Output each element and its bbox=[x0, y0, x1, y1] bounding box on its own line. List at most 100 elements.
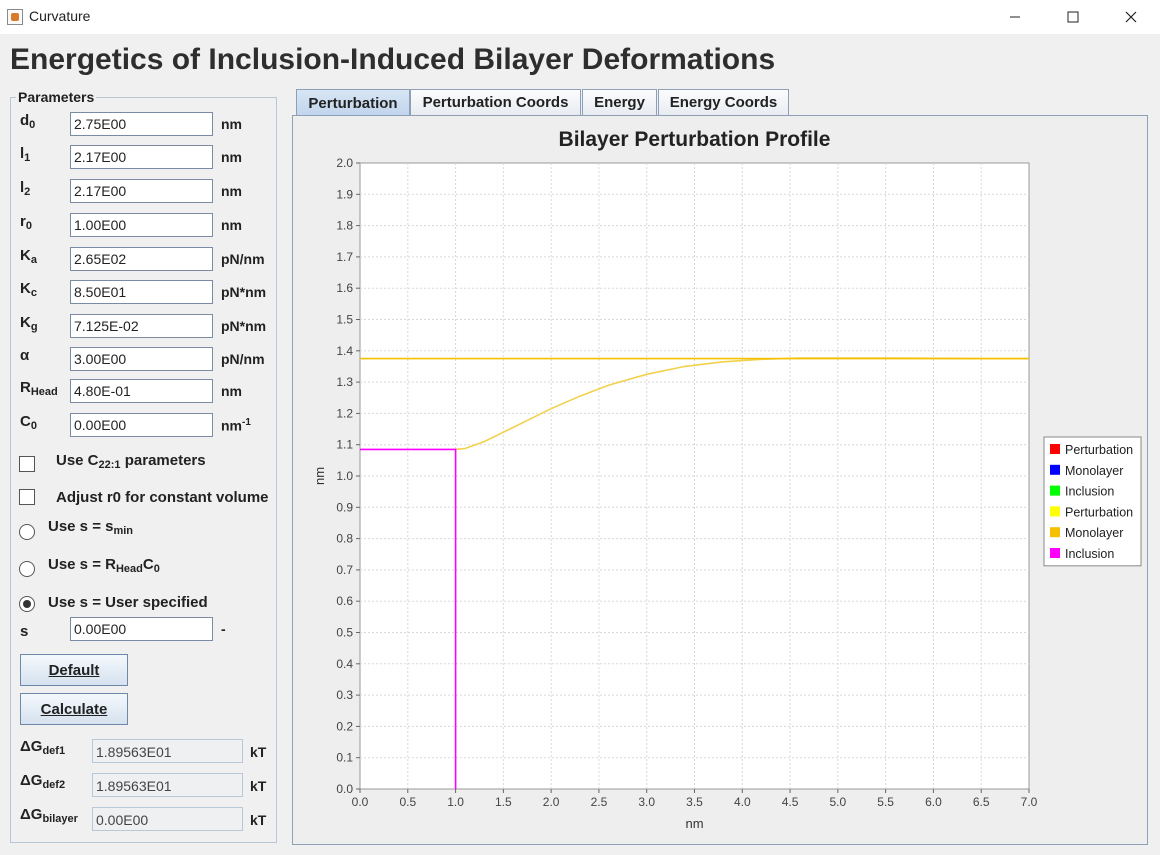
s-label: s bbox=[20, 623, 29, 640]
ka-input[interactable]: 2.65E02 bbox=[70, 247, 213, 271]
param-unit: nm-1 bbox=[221, 417, 251, 434]
param-row-l1: l1 2.17E00 nm bbox=[11, 145, 278, 171]
param-label: C0 bbox=[20, 413, 37, 432]
user-specified-label: Use s = User specified bbox=[48, 594, 208, 611]
param-row-l2: l2 2.17E00 nm bbox=[11, 179, 278, 205]
x-tick-label: 5.0 bbox=[830, 795, 847, 809]
param-label: RHead bbox=[20, 379, 58, 398]
param-row-alpha: α 3.00E00 pN/nm bbox=[11, 347, 278, 373]
legend-swatch bbox=[1050, 464, 1060, 475]
legend-swatch bbox=[1050, 548, 1060, 558]
x-tick-label: 6.5 bbox=[973, 795, 990, 809]
y-tick-label: 1.9 bbox=[336, 187, 353, 201]
dg-bilayer-field: 0.00E00 bbox=[92, 807, 243, 831]
title-bar: Curvature bbox=[0, 0, 1160, 34]
x-tick-label: 1.0 bbox=[447, 795, 464, 809]
adjust-r0-label: Adjust r0 for constant volume bbox=[56, 489, 269, 506]
y-tick-label: 0.6 bbox=[336, 594, 353, 608]
x-tick-label: 7.0 bbox=[1021, 795, 1038, 809]
param-row-c0: C0 0.00E00 nm-1 bbox=[11, 413, 278, 439]
x-tick-label: 3.5 bbox=[686, 795, 703, 809]
tab-perturbation-coords[interactable]: Perturbation Coords bbox=[410, 89, 581, 115]
java-coffee-icon bbox=[7, 9, 23, 25]
x-tick-label: 3.0 bbox=[638, 795, 655, 809]
result-label-bilayer: ΔGbilayer bbox=[20, 806, 78, 825]
tab-energy[interactable]: Energy bbox=[582, 89, 657, 115]
x-tick-label: 2.0 bbox=[543, 795, 560, 809]
y-tick-label: 2.0 bbox=[336, 156, 353, 170]
l1-input[interactable]: 2.17E00 bbox=[70, 145, 213, 169]
kc-input[interactable]: 8.50E01 bbox=[70, 280, 213, 304]
chart-area: Bilayer Perturbation Profile 0.0 0.5 1.0 1.5… bbox=[296, 119, 1144, 841]
d0-input[interactable]: 2.75E00 bbox=[70, 112, 213, 136]
y-tick-label: 1.4 bbox=[336, 344, 353, 358]
legend-box bbox=[1043, 436, 1142, 567]
default-button[interactable]: Default bbox=[20, 654, 128, 686]
perturbation-chart: Bilayer Perturbation Profile 0.0 0.5 1.0 1.5… bbox=[312, 128, 1142, 831]
y-tick-label: 1.1 bbox=[336, 438, 353, 452]
x-tick-label: 0.0 bbox=[352, 795, 369, 809]
x-tick-label: 6.0 bbox=[925, 795, 942, 809]
param-row-kc: Kc 8.50E01 pN*nm bbox=[11, 280, 278, 306]
adjust-r0-checkbox[interactable] bbox=[19, 489, 35, 505]
legend-label: Perturbation bbox=[1065, 505, 1133, 519]
legend-label: Inclusion bbox=[1065, 547, 1114, 561]
param-label: Kc bbox=[20, 280, 37, 299]
param-unit: nm bbox=[221, 149, 242, 165]
l2-input[interactable]: 2.17E00 bbox=[70, 179, 213, 203]
result-unit: kT bbox=[250, 812, 267, 828]
param-unit: pN*nm bbox=[221, 284, 267, 300]
x-axis-label: nm bbox=[685, 816, 703, 831]
y-tick-label: 0.1 bbox=[336, 751, 353, 765]
param-unit: pN/nm bbox=[221, 251, 265, 267]
y-tick-label: 0.5 bbox=[336, 626, 353, 640]
y-tick-label: 0.3 bbox=[336, 688, 353, 702]
param-label: d0 bbox=[20, 112, 36, 131]
minimize-button[interactable] bbox=[986, 0, 1044, 34]
kg-input[interactable]: 7.125E-02 bbox=[70, 314, 213, 338]
alpha-input[interactable]: 3.00E00 bbox=[70, 347, 213, 371]
result-label-def2: ΔGdef2 bbox=[20, 772, 66, 791]
y-tick-label: 1.8 bbox=[336, 219, 353, 233]
legend-swatch bbox=[1050, 506, 1060, 517]
user-specified-radio[interactable] bbox=[19, 596, 35, 612]
s-input[interactable]: 0.00E00 bbox=[70, 617, 213, 641]
tab-energy-coords[interactable]: Energy Coords bbox=[658, 89, 789, 115]
use-c22-checkbox[interactable] bbox=[19, 456, 35, 472]
param-unit: nm bbox=[221, 116, 242, 132]
y-tick-label: 0.2 bbox=[336, 719, 353, 733]
param-label: Kg bbox=[20, 314, 38, 333]
smin-radio[interactable] bbox=[19, 524, 35, 540]
close-button[interactable] bbox=[1102, 0, 1160, 34]
param-label: α bbox=[20, 347, 30, 364]
smin-label: Use s = smin bbox=[48, 518, 134, 537]
param-unit: pN*nm bbox=[221, 318, 267, 334]
result-unit: kT bbox=[250, 744, 267, 760]
param-row-r0: r0 1.00E00 nm bbox=[11, 213, 278, 239]
param-row-ka: Ka 2.65E02 pN/nm bbox=[11, 247, 278, 273]
tab-perturbation[interactable]: Perturbation bbox=[296, 89, 410, 116]
chart-title: Bilayer Perturbation Profile bbox=[559, 128, 831, 151]
y-tick-label: 1.7 bbox=[336, 250, 353, 264]
maximize-button[interactable] bbox=[1044, 0, 1102, 34]
param-label: l1 bbox=[20, 145, 31, 164]
c0-input[interactable]: 0.00E00 bbox=[70, 413, 213, 437]
x-tick-label: 2.5 bbox=[591, 795, 608, 809]
result-label-def1: ΔGdef1 bbox=[20, 738, 66, 757]
rhead-input[interactable]: 4.80E-01 bbox=[70, 379, 213, 403]
result-unit: kT bbox=[250, 778, 267, 794]
legend-swatch bbox=[1050, 485, 1060, 496]
y-tick-label: 0.9 bbox=[336, 500, 353, 514]
param-row-kg: Kg 7.125E-02 pN*nm bbox=[11, 314, 278, 340]
y-tick-label: 0.4 bbox=[336, 657, 353, 671]
rhead-c0-radio[interactable] bbox=[19, 561, 35, 577]
legend-swatch bbox=[1050, 444, 1060, 454]
y-tick-label: 1.6 bbox=[336, 281, 353, 295]
param-unit: nm bbox=[221, 217, 242, 233]
r0-input[interactable]: 1.00E00 bbox=[70, 213, 213, 237]
window-title: Curvature bbox=[29, 8, 91, 24]
legend-label: Monolayer bbox=[1065, 526, 1123, 540]
s-unit: - bbox=[221, 621, 226, 637]
use-c22-label: Use C22:1 parameters bbox=[56, 452, 206, 471]
calculate-button[interactable]: Calculate bbox=[20, 693, 128, 725]
